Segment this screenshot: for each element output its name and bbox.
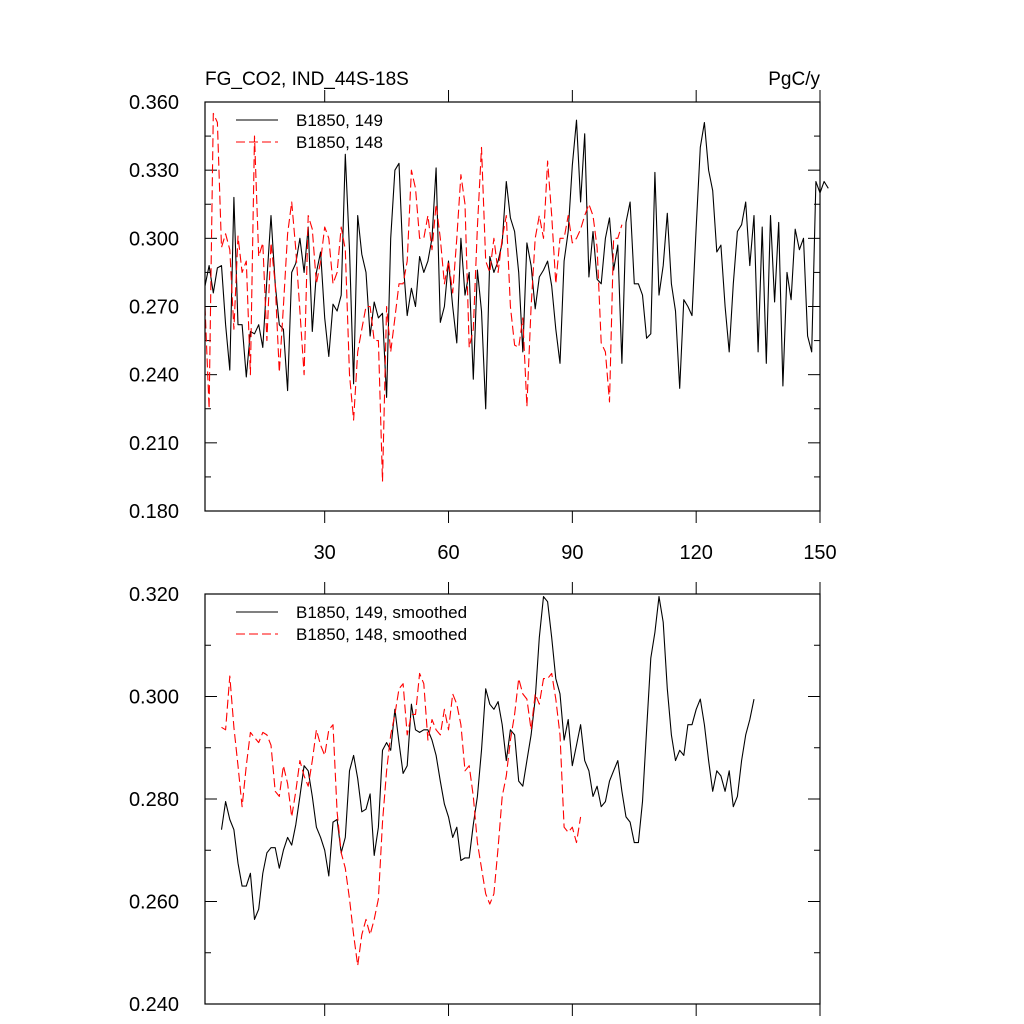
top-series-line-2 — [204, 112, 623, 483]
chart-title-left: FG_CO2, IND_44S-18S — [205, 69, 409, 90]
top-ytick-label: 0.180 — [129, 501, 179, 523]
bottom-series-line-2 — [221, 672, 582, 967]
top-plot-frame — [204, 101, 821, 512]
top-ytick-label: 0.270 — [129, 297, 179, 319]
bottom-ytick-label: 0.240 — [129, 994, 179, 1016]
top-legend: B1850, 149 B1850, 148 — [236, 111, 383, 152]
top-ytick-label: 0.300 — [129, 228, 179, 250]
bottom-ytick-label: 0.300 — [129, 687, 179, 709]
chart-title-right: PgC/y — [768, 69, 820, 90]
bottom-axis-ticks: 0.240 0.260 0.280 0.300 0.320 — [129, 582, 821, 1016]
bottom-ytick-label: 0.320 — [129, 584, 179, 606]
panel-top: FG_CO2, IND_44S-18S PgC/y 0.180 0.210 0.24… — [129, 69, 837, 564]
top-xtick-label: 120 — [679, 542, 712, 564]
bottom-ytick-label: 0.280 — [129, 789, 179, 811]
top-ytick-label: 0.240 — [129, 365, 179, 387]
top-series-lines — [204, 112, 829, 483]
bottom-ytick-label: 0.260 — [129, 892, 179, 914]
bottom-legend: B1850, 149, smoothed B1850, 148, smoothed — [236, 603, 467, 644]
top-xtick-label: 60 — [437, 542, 459, 564]
bottom-series-line-1 — [220, 596, 755, 920]
top-ytick-label: 0.360 — [129, 92, 179, 114]
top-legend-label-1: B1850, 149 — [296, 111, 383, 130]
top-ytick-label: 0.330 — [129, 160, 179, 182]
bottom-legend-label-2: B1850, 148, smoothed — [296, 625, 467, 644]
top-xtick-label: 150 — [803, 542, 836, 564]
bottom-series-lines — [220, 596, 755, 967]
bottom-legend-label-1: B1850, 149, smoothed — [296, 603, 467, 622]
top-xtick-label: 90 — [561, 542, 583, 564]
top-series-line-1 — [204, 119, 829, 410]
top-xtick-label: 30 — [314, 542, 336, 564]
panel-bottom: 0.240 0.260 0.280 0.300 0.320 B1850, 149, sm… — [129, 582, 821, 1016]
top-legend-label-2: B1850, 148 — [296, 133, 383, 152]
top-ytick-label: 0.210 — [129, 433, 179, 455]
bottom-plot-frame — [204, 593, 821, 1005]
